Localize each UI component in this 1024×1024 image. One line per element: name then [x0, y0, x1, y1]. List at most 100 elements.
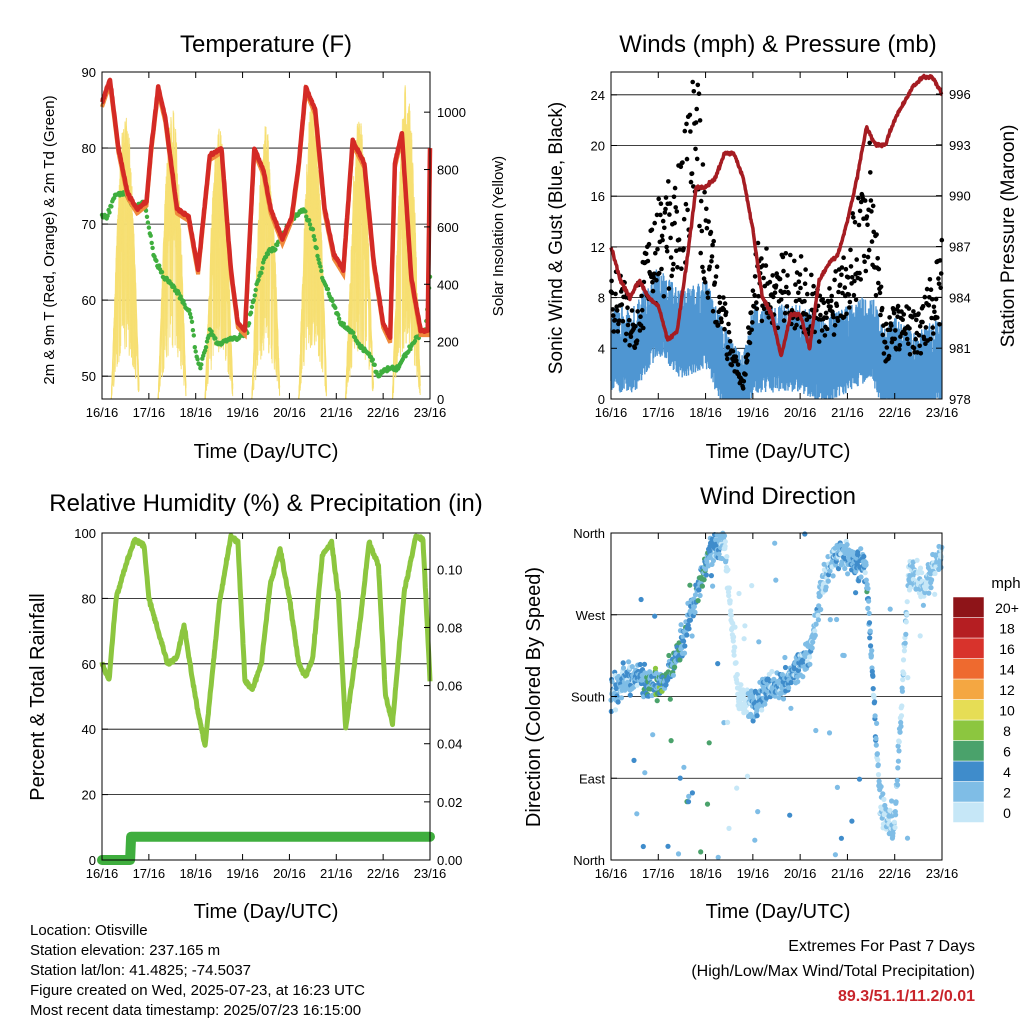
- legend-label: 8: [1003, 723, 1011, 739]
- legend-title: mph: [991, 575, 1020, 592]
- gust-point: [851, 292, 857, 298]
- dewpoint-point: [157, 263, 162, 268]
- wind-direction-point: [685, 799, 692, 805]
- gust-point: [931, 304, 937, 310]
- x-tick-label: 16/16: [595, 405, 628, 420]
- gust-point: [931, 331, 936, 336]
- wind-direction-point: [845, 571, 851, 577]
- dewpoint-point: [304, 214, 309, 219]
- gust-point: [904, 336, 910, 342]
- wind-direction-point: [895, 765, 901, 771]
- gust-point: [722, 326, 727, 332]
- dewpoint-point: [312, 237, 317, 242]
- winds-ylabel-right: Station Pressure (Maroon): [998, 125, 1019, 348]
- x-tick-label: 23/16: [414, 866, 447, 881]
- wind-direction-point: [728, 608, 734, 614]
- wind-direction-point: [917, 633, 923, 639]
- gust-point: [629, 308, 635, 313]
- gust-point: [876, 266, 882, 272]
- gust-point: [836, 289, 841, 295]
- gust-point: [740, 386, 746, 391]
- gust-point: [763, 263, 769, 268]
- gust-point: [928, 287, 934, 293]
- y-tick-label: 50: [82, 369, 96, 384]
- gust-point: [936, 281, 942, 287]
- station-pressure-line: [609, 73, 944, 358]
- gust-point: [708, 229, 714, 235]
- wind-direction-point: [890, 830, 896, 836]
- gust-point: [819, 328, 825, 333]
- gust-point: [761, 306, 767, 312]
- wind-direction-point: [899, 688, 906, 694]
- gust-point: [822, 333, 828, 338]
- wind-direction-point: [615, 699, 621, 705]
- gust-point: [766, 315, 771, 320]
- gust-point: [718, 316, 724, 321]
- wind-direction-point: [631, 757, 637, 764]
- x-tick-label: 20/16: [784, 866, 817, 881]
- gust-point: [678, 164, 684, 170]
- gust-point: [717, 294, 722, 300]
- gust-point: [805, 327, 811, 332]
- gust-point: [828, 304, 833, 310]
- gust-point: [811, 283, 816, 289]
- gust-point: [823, 310, 829, 316]
- recent-data-text: Most recent data timestamp: 2025/07/23 1…: [30, 1002, 362, 1019]
- wind-direction-point: [748, 688, 755, 694]
- dewpoint-point: [248, 310, 254, 315]
- legend-swatch: [952, 617, 985, 639]
- gust-point: [884, 345, 890, 350]
- y-tick-label: 4: [598, 341, 605, 356]
- x-tick-label: 17/16: [642, 866, 675, 881]
- wind-direction-point: [926, 590, 932, 596]
- wind-direction-point: [928, 585, 934, 591]
- wind-direction-point: [858, 574, 864, 580]
- dewpoint-point: [273, 247, 278, 252]
- wind-direction-point: [734, 680, 740, 686]
- direction-panel: Wind Direction NorthEastSouthWestNorth16…: [523, 483, 1021, 923]
- wind-direction-point: [810, 639, 816, 645]
- dewpoint-point: [109, 204, 114, 209]
- gust-point: [656, 270, 662, 276]
- dewpoint-point: [351, 330, 356, 335]
- gust-point: [706, 219, 711, 224]
- gust-point: [805, 291, 810, 297]
- dewpoint-point: [146, 225, 152, 230]
- wind-direction-point: [903, 619, 909, 625]
- created-text: Figure created on Wed, 2025-07-23, at 16…: [30, 982, 365, 999]
- dewpoint-point: [148, 233, 153, 238]
- humidity-ylabel-left: Percent & Total Rainfall: [27, 593, 49, 801]
- gust-point: [727, 338, 733, 344]
- x-tick-label: 22/16: [367, 866, 400, 881]
- wind-direction-point: [755, 809, 761, 815]
- wind-direction-point: [667, 696, 673, 702]
- gust-point: [675, 265, 680, 270]
- wind-direction-point: [929, 577, 935, 583]
- gust-point: [628, 334, 634, 340]
- dewpoint-point: [172, 284, 177, 290]
- gust-point: [667, 201, 673, 206]
- wind-direction-point: [722, 543, 728, 549]
- gust-point: [710, 242, 715, 248]
- dewpoint-point: [259, 270, 264, 276]
- gust-point: [613, 291, 618, 297]
- wind-direction-point: [703, 572, 709, 578]
- dewpoint-point: [256, 277, 261, 283]
- x-tick-label: 18/16: [689, 405, 722, 420]
- wind-direction-point: [920, 602, 927, 608]
- gust-point: [633, 324, 638, 329]
- gust-point: [726, 321, 731, 327]
- wind-direction-point: [701, 577, 707, 583]
- gust-point: [906, 306, 912, 311]
- gust-point: [845, 275, 851, 280]
- gust-point: [778, 297, 784, 302]
- gust-point: [652, 220, 657, 226]
- y-tick-label: 60: [82, 657, 96, 672]
- gust-point: [655, 246, 660, 252]
- gust-point: [747, 340, 753, 346]
- wind-direction-point: [739, 701, 745, 708]
- x-tick-label: 23/16: [414, 405, 447, 420]
- wind-direction-point: [696, 587, 702, 593]
- wind-direction-point: [867, 628, 873, 634]
- wind-direction-point: [865, 585, 871, 592]
